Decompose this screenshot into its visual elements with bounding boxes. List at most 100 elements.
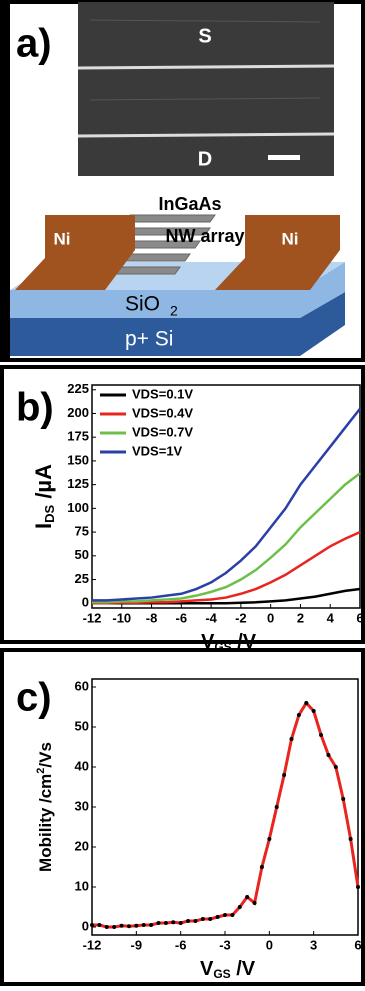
series-line — [92, 473, 360, 602]
x-tick-label: -6 — [176, 610, 188, 625]
panel-label: c) — [16, 676, 52, 720]
nw-label: NW array — [165, 226, 244, 246]
y-label-main: Mobility /cm — [36, 774, 55, 872]
x-tick-label: 6 — [354, 937, 361, 952]
ni-label: Ni — [54, 229, 71, 248]
data-point — [216, 915, 220, 919]
sem-label: S — [198, 25, 211, 47]
sem-electrode — [78, 134, 334, 136]
y-tick-label: 20 — [75, 838, 89, 853]
y-tick-label: 0 — [82, 918, 89, 933]
x-tick-label: 4 — [327, 610, 335, 625]
oxide-label: SiO — [125, 293, 160, 316]
ni-label: Ni — [282, 229, 299, 248]
legend-label: VDS=0.1V — [132, 386, 193, 401]
data-point — [253, 901, 257, 905]
data-point — [97, 923, 101, 927]
scale-bar — [268, 155, 300, 160]
series-line — [92, 532, 360, 603]
panel-label: a) — [16, 22, 52, 66]
data-point — [356, 885, 360, 889]
x-tick-label: -8 — [146, 610, 158, 625]
data-point — [208, 917, 212, 921]
y-tick-label: 200 — [67, 405, 89, 420]
y-tick-label: 60 — [75, 678, 89, 693]
y-label-sub: DS — [42, 504, 57, 522]
y-label-rest: /µA — [31, 464, 56, 505]
oxide-sub: 2 — [170, 303, 178, 319]
material-label: InGaAs — [158, 194, 221, 214]
data-point — [186, 919, 190, 923]
sem-label: D — [198, 148, 212, 170]
data-point — [201, 917, 205, 921]
legend-label: VDS=1V — [132, 443, 183, 458]
x-tick-label: 0 — [267, 610, 274, 625]
legend-label: VDS=0.4V — [132, 405, 193, 420]
data-point — [304, 701, 308, 705]
data-point — [341, 797, 345, 801]
x-label-main: V — [201, 631, 215, 653]
x-tick-label: -4 — [205, 610, 217, 625]
data-point — [297, 713, 301, 717]
data-point — [171, 920, 175, 924]
frame-edge — [2, 2, 10, 360]
series-line — [92, 703, 358, 927]
panel-a: a) S D Ni Ni InGaAs NW array SiO 2 p+ Si — [2, 2, 363, 360]
data-point — [112, 925, 116, 929]
x-tick-label: -12 — [83, 937, 102, 952]
data-point — [334, 765, 338, 769]
x-tick-label: 0 — [266, 937, 273, 952]
data-point — [238, 905, 242, 909]
data-point — [179, 921, 183, 925]
y-tick-label: 225 — [67, 381, 89, 396]
data-point — [142, 923, 146, 927]
data-point — [90, 923, 94, 927]
data-point — [134, 924, 138, 928]
x-tick-label: 6 — [356, 610, 363, 625]
y-tick-label: 30 — [75, 798, 89, 813]
data-point — [267, 837, 271, 841]
data-point — [149, 923, 153, 927]
x-label-sub: GS — [214, 640, 231, 654]
y-tick-label: 125 — [67, 476, 89, 491]
data-point — [319, 733, 323, 737]
data-point — [245, 895, 249, 899]
substrate-label: p+ Si — [125, 328, 173, 351]
x-label-rest: /V — [232, 631, 257, 653]
y-tick-label: 25 — [75, 571, 89, 586]
data-point — [312, 709, 316, 713]
x-label-sub: GS — [213, 967, 230, 981]
y-label-rest: /Vs — [36, 742, 55, 768]
x-label: VGS /V — [201, 631, 257, 654]
data-point — [260, 865, 264, 869]
y-tick-label: 0 — [82, 595, 89, 610]
y-tick-label: 175 — [67, 429, 89, 444]
data-point — [230, 913, 234, 917]
x-tick-label: -9 — [131, 937, 143, 952]
y-tick-label: 40 — [75, 758, 89, 773]
data-point — [164, 921, 168, 925]
panel-label: b) — [16, 386, 54, 430]
data-point — [275, 805, 279, 809]
y-tick-label: 10 — [75, 878, 89, 893]
panel-frame — [2, 650, 363, 984]
x-tick-label: -3 — [219, 937, 231, 952]
x-tick-label: -12 — [83, 610, 102, 625]
data-point — [157, 921, 161, 925]
data-point — [349, 837, 353, 841]
x-tick-label: 2 — [297, 610, 304, 625]
data-point — [282, 773, 286, 777]
x-label-rest: /V — [231, 958, 256, 980]
x-tick-label: 3 — [310, 937, 317, 952]
data-point — [193, 919, 197, 923]
y-label: IDS /µA — [31, 464, 58, 529]
data-point — [223, 913, 227, 917]
data-point — [105, 925, 109, 929]
legend-label: VDS=0.7V — [132, 424, 193, 439]
data-point — [290, 737, 294, 741]
y-tick-label: 50 — [75, 718, 89, 733]
y-tick-label: 75 — [75, 524, 89, 539]
x-tick-label: -6 — [175, 937, 187, 952]
y-label: Mobility /cm2/Vs — [35, 742, 56, 872]
y-tick-label: 50 — [75, 547, 89, 562]
